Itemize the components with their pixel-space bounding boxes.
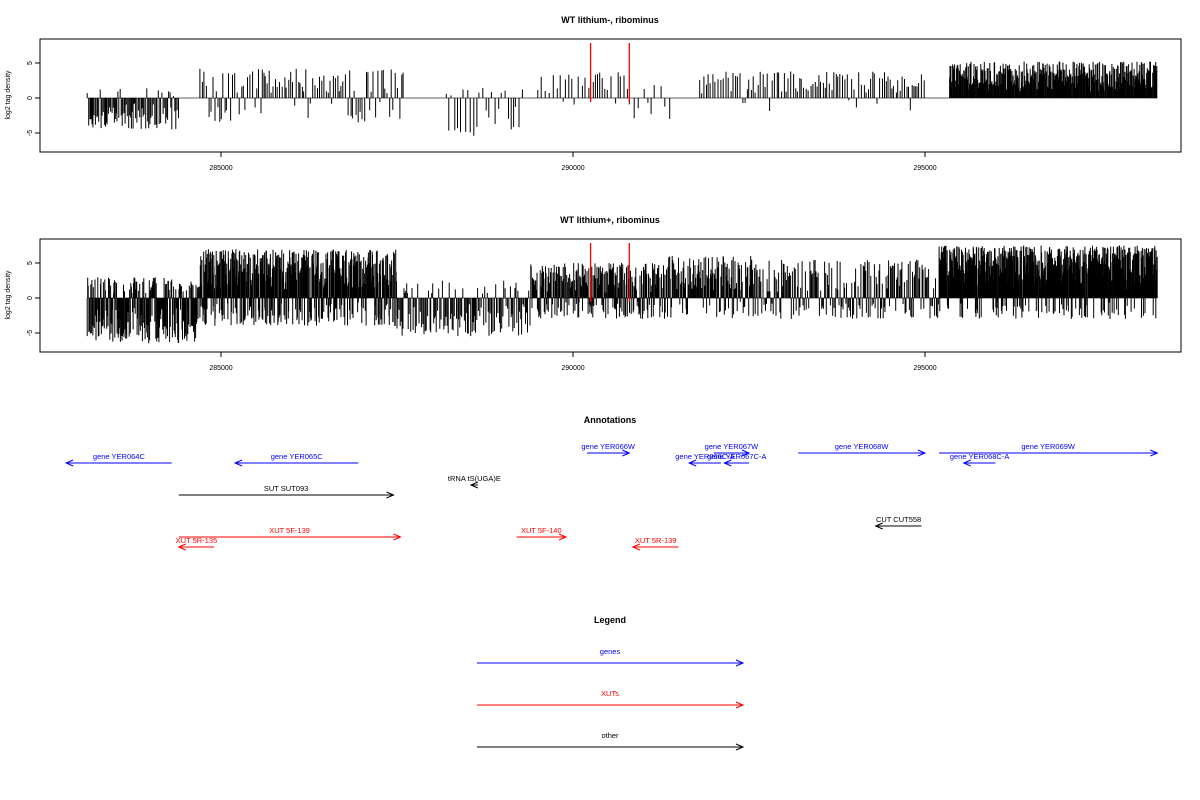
- signal-bars: [86, 43, 1158, 136]
- feature-arrow: [939, 449, 1159, 457]
- y-axis: 5 0 -5: [27, 61, 40, 136]
- feature-label: gene YER065C: [271, 452, 324, 461]
- x-tick-label: 290000: [561, 165, 584, 172]
- legend: Legend genes XUTs other: [477, 615, 745, 751]
- feature-label: gene YER067W: [705, 442, 760, 451]
- feature-label: gene YER067C-A: [707, 452, 766, 461]
- chart-title: WT lithium-, ribominus: [561, 15, 659, 25]
- x-axis: 285000 290000 295000: [209, 352, 937, 372]
- feature-arrow: [516, 533, 568, 541]
- feature-arrow: [178, 533, 402, 541]
- y-tick-label: 0: [27, 96, 34, 100]
- x-axis: 285000 290000 295000: [209, 152, 937, 172]
- y-axis: 5 0 -5: [27, 261, 40, 336]
- x-tick-label: 285000: [209, 365, 232, 372]
- feature-arrows: gene YER064C gene YER065C gene YER066W gene…: [64, 442, 1159, 551]
- chart-title: WT lithium+, ribominus: [560, 215, 660, 225]
- y-tick-label: -5: [27, 330, 34, 336]
- feature-arrow: [723, 459, 749, 467]
- feature-label: gene YER066W: [581, 442, 636, 451]
- feature-arrow: [631, 543, 679, 551]
- y-axis-label: log2 tag density: [5, 270, 12, 320]
- plot-frame: [39, 38, 1182, 153]
- feature-arrow: [233, 459, 359, 467]
- legend-items: genes XUTs other: [477, 647, 745, 751]
- feature-label: SUT SUT093: [264, 484, 308, 493]
- legend-arrow: [477, 743, 745, 751]
- feature-arrow: [469, 481, 479, 489]
- feature-arrow: [962, 459, 996, 467]
- feature-label: gene YER064C: [93, 452, 146, 461]
- feature-arrow: [177, 543, 214, 551]
- feature-label: gene YER069W: [1021, 442, 1076, 451]
- feature-arrow: [687, 459, 721, 467]
- x-tick-label: 295000: [913, 165, 936, 172]
- legend-title: Legend: [594, 615, 626, 625]
- x-tick-label: 290000: [561, 365, 584, 372]
- legend-arrow: [477, 701, 745, 709]
- feature-arrow: [713, 449, 751, 457]
- feature-label: XUT 5F-140: [521, 526, 562, 535]
- annotations-title: Annotations: [584, 415, 637, 425]
- signal-bars: [86, 243, 1158, 344]
- feature-label: gene YER066C-A: [675, 452, 734, 461]
- legend-label: XUTs: [601, 689, 619, 698]
- x-tick-label: 285000: [209, 165, 232, 172]
- feature-label: XUT 5F-139: [269, 526, 310, 535]
- plot-frame: [39, 238, 1182, 353]
- feature-arrow: [178, 491, 395, 499]
- y-tick-label: 0: [27, 296, 34, 300]
- track-panel-lithium-minus: WT lithium-, ribominus log2 tag density …: [5, 15, 1182, 172]
- feature-label: XUT 5R-139: [635, 536, 677, 545]
- y-tick-label: -5: [27, 130, 34, 136]
- feature-arrow: [587, 449, 631, 457]
- feature-label: XUT 5R-135: [176, 536, 218, 545]
- feature-arrow: [798, 449, 927, 457]
- feature-label: tRNA tS(UGA)E: [448, 474, 501, 483]
- y-axis-label: log2 tag density: [5, 70, 12, 120]
- feature-arrow: [874, 522, 922, 530]
- y-tick-label: 5: [27, 261, 34, 265]
- feature-label: gene YER068W: [835, 442, 890, 451]
- y-tick-label: 5: [27, 61, 34, 65]
- legend-label: genes: [600, 647, 621, 656]
- feature-label: gene YER068C-A: [950, 452, 1009, 461]
- annotations-panel: Annotations gene YER064C gene YER065Cgene…: [64, 415, 1159, 551]
- track-panel-lithium-plus: WT lithium+, ribominus log2 tag density …: [5, 215, 1182, 372]
- x-tick-label: 295000: [913, 365, 936, 372]
- feature-label: CUT CUT558: [876, 515, 921, 524]
- legend-arrow: [477, 659, 745, 667]
- legend-label: other: [601, 731, 619, 740]
- feature-arrow: [64, 459, 172, 467]
